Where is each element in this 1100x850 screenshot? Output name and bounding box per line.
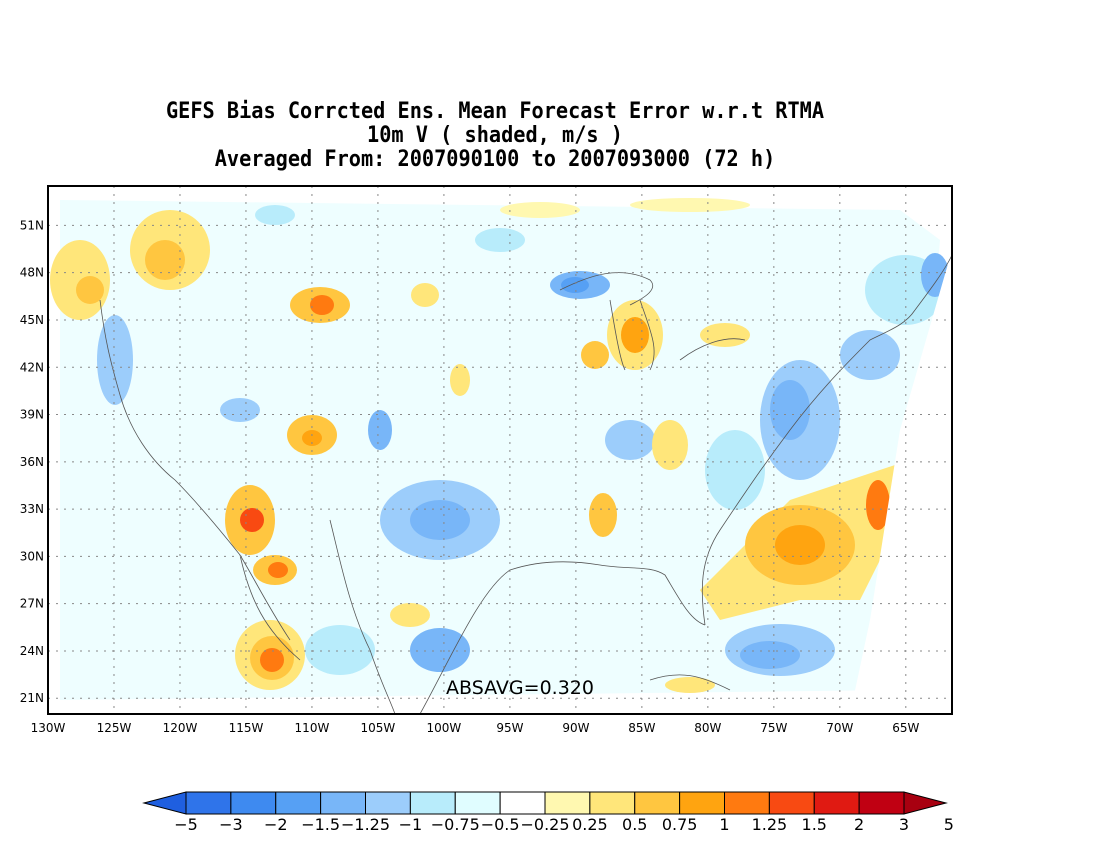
lon-tick-label: 85W <box>628 721 655 735</box>
lon-tick-label: 125W <box>97 721 132 735</box>
colorbar-swatch <box>813 791 860 815</box>
lat-axis: 21N 24N 27N 30N 33N 36N 39N 42N 45N 48N 51N <box>20 218 44 705</box>
coastlines <box>99 254 952 714</box>
map-title: GEFS Bias Corrcted Ens. Mean Forecast Er… <box>0 100 990 172</box>
colorbar-swatch <box>185 791 232 815</box>
colorbar <box>142 791 948 815</box>
lon-tick-label: 75W <box>760 721 787 735</box>
colorbar-swatch <box>499 791 546 815</box>
shaded-field <box>48 186 952 714</box>
colorbar-tick-label: 0.5 <box>622 815 647 834</box>
colorbar-over-triangle <box>903 791 948 815</box>
colorbar-tick-label: −3 <box>219 815 243 834</box>
colorbar-tick-label: −1.25 <box>341 815 390 834</box>
lat-tick-label: 27N <box>20 597 44 611</box>
lat-tick-label: 33N <box>20 502 44 516</box>
colorbar-swatch <box>365 791 411 815</box>
colorbar-tick-label: 0.75 <box>662 815 698 834</box>
lon-tick-label: 120W <box>163 721 198 735</box>
lon-tick-label: 80W <box>694 721 721 735</box>
title-line-1: GEFS Bias Corrcted Ens. Mean Forecast Er… <box>165 99 825 124</box>
colorbar-swatch <box>589 791 636 815</box>
lat-tick-label: 21N <box>20 691 44 705</box>
lat-tick-label: 48N <box>20 266 44 280</box>
lat-tick-label: 42N <box>20 360 44 374</box>
colorbar-tick-label: 0.25 <box>572 815 608 834</box>
lat-tick-label: 45N <box>20 313 44 327</box>
colorbar-tick-label: 5 <box>944 815 954 834</box>
lat-tick-label: 51N <box>20 218 44 232</box>
colorbar-swatch <box>634 791 681 815</box>
colorbar-tick-label: −1 <box>399 815 423 834</box>
colorbar-under-triangle <box>142 791 187 815</box>
lat-tick-label: 30N <box>20 549 44 563</box>
lon-tick-label: 110W <box>295 721 330 735</box>
title-line-2: 10m V ( shaded, m/s ) <box>367 123 623 148</box>
lat-tick-label: 24N <box>20 644 44 658</box>
colorbar-swatch <box>544 791 591 815</box>
lon-tick-label: 90W <box>562 721 589 735</box>
map-frame <box>47 185 953 715</box>
colorbar-swatch <box>230 791 277 815</box>
colorbar-tick-label: −1.5 <box>301 815 340 834</box>
colorbar-tick-label: 3 <box>899 815 909 834</box>
absavg-annotation: ABSAVG=0.320 <box>446 677 594 699</box>
colorbar-swatch <box>275 791 322 815</box>
colorbar-swatch <box>409 791 456 815</box>
colorbar-tick-label: 2 <box>854 815 864 834</box>
colorbar-tick-label: 1.25 <box>752 815 788 834</box>
colorbar-labels: −5 −3 −2 −1.5 −1.25 −1 −0.75 −0.5 −0.25 0.25 0.5 0.… <box>174 815 954 834</box>
graticule <box>48 186 952 714</box>
lat-tick-label: 36N <box>20 455 44 469</box>
lon-tick-label: 105W <box>361 721 396 735</box>
lon-tick-label: 65W <box>892 721 919 735</box>
colorbar-tick-label: −0.25 <box>520 815 569 834</box>
colorbar-swatch <box>679 791 725 815</box>
lat-tick-label: 39N <box>20 408 44 422</box>
lon-tick-label: 70W <box>826 721 853 735</box>
colorbar-tick-label: 1.5 <box>802 815 827 834</box>
colorbar-tick-label: −0.75 <box>431 815 480 834</box>
lon-axis: 130W 125W 120W 115W 110W 105W 100W 95W 90W 85W 80W… <box>31 721 920 735</box>
lon-tick-label: 130W <box>31 721 66 735</box>
colorbar-tick-label: −5 <box>174 815 198 834</box>
colorbar-swatch <box>454 791 501 815</box>
lon-tick-label: 115W <box>229 721 264 735</box>
lon-tick-label: 95W <box>496 721 523 735</box>
lon-tick-label: 100W <box>427 721 462 735</box>
colorbar-swatch <box>724 791 770 815</box>
colorbar-tick-label: −0.5 <box>481 815 520 834</box>
title-line-3: Averaged From: 2007090100 to 2007093000 … <box>214 147 776 172</box>
colorbar-tick-label: 1 <box>719 815 729 834</box>
colorbar-swatch <box>858 791 905 815</box>
colorbar-swatch <box>320 791 366 815</box>
colorbar-tick-label: −2 <box>264 815 288 834</box>
colorbar-swatch <box>768 791 815 815</box>
